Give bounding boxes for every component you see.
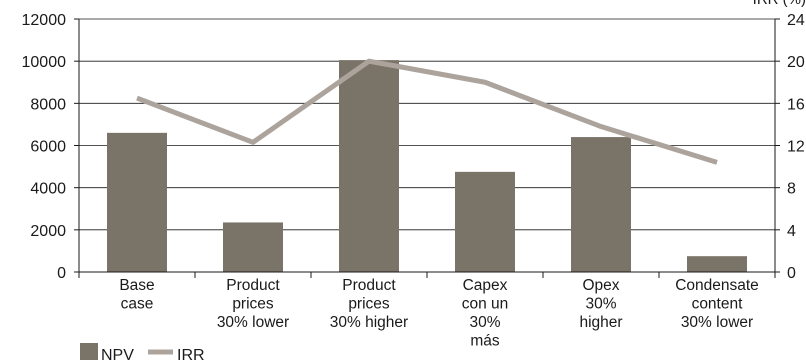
npv-bar	[455, 171, 515, 272]
category-label: Product prices 30% lower	[217, 277, 289, 331]
irr-series-line	[136, 58, 718, 165]
y-left-tick-label: 0	[57, 265, 66, 282]
y-right-axis-title: IRR (%)	[753, 0, 806, 8]
npv-bar	[107, 132, 167, 272]
legend-npv-label: NPV	[101, 347, 134, 363]
npv-bar	[339, 60, 399, 272]
labels: 0 2000 4000 6000 8000 10000 12000 0 4 8 12 16 20 24 IR…	[22, 0, 806, 350]
y-right-tick-label: 12	[787, 139, 805, 156]
irr-line	[136, 58, 718, 165]
axes	[74, 18, 780, 278]
category-label: Base case	[119, 277, 154, 313]
legend: NPV IRR	[80, 343, 205, 363]
y-right-tick-label: 0	[787, 265, 796, 282]
legend-npv-swatch	[80, 343, 98, 360]
y-right-tick-label: 8	[787, 181, 796, 198]
npv-bar	[223, 222, 283, 272]
y-left-tick-label: 6000	[30, 139, 66, 156]
category-label: Capex con un 30% más	[462, 277, 509, 350]
y-left-tick-label: 8000	[30, 96, 66, 113]
gridlines	[79, 18, 775, 231]
category-label: Opex 30% higher	[579, 277, 622, 331]
y-right-tick-label: 20	[787, 54, 805, 71]
y-left-tick-label: 2000	[30, 223, 66, 240]
npv-bar	[687, 256, 747, 272]
npv-bars	[107, 60, 747, 272]
category-label: Product prices 30% higher	[330, 277, 408, 331]
category-label: Condensate content 30% lower	[675, 277, 759, 331]
y-right-tick-label: 24	[787, 12, 805, 29]
legend-irr-label: IRR	[177, 347, 205, 363]
y-left-tick-label: 10000	[22, 54, 67, 71]
npv-bar	[571, 137, 631, 272]
y-right-tick-label: 4	[787, 223, 796, 240]
y-right-tick-label: 16	[787, 96, 805, 113]
y-left-tick-label: 4000	[30, 181, 66, 198]
y-left-tick-label: 12000	[22, 12, 67, 29]
